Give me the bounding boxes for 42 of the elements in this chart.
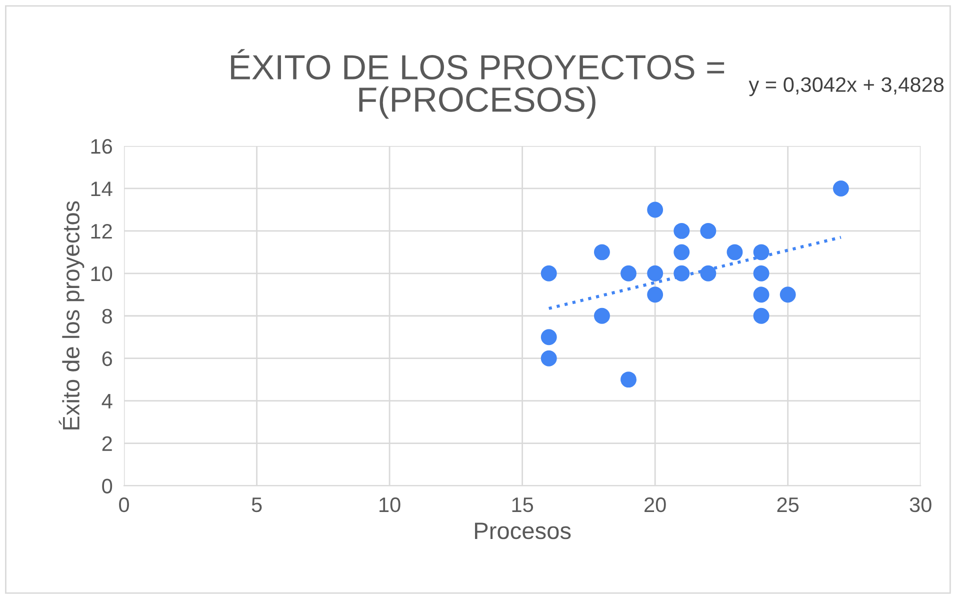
x-tick-label: 30 xyxy=(910,497,932,512)
point xyxy=(674,265,690,282)
point xyxy=(594,244,610,260)
x-axis-title: Procesos xyxy=(475,522,571,540)
y-tick-label: 14 xyxy=(91,182,112,196)
x-tick-label: 5 xyxy=(252,498,262,512)
point xyxy=(647,286,664,303)
point xyxy=(647,202,664,218)
point xyxy=(647,265,664,282)
y-tick-label: 12 xyxy=(91,224,112,238)
x-tick-label: 15 xyxy=(512,498,534,512)
x-tick-label: 0 xyxy=(119,497,129,512)
point xyxy=(540,265,557,282)
point xyxy=(780,286,796,303)
point xyxy=(753,308,770,324)
point xyxy=(753,265,770,282)
y-tick-label: 2 xyxy=(102,436,112,451)
point xyxy=(620,265,637,282)
text: y = 0,3042x + 3,4828 xyxy=(748,77,944,96)
y-tick-label: 0 xyxy=(102,478,112,494)
point xyxy=(753,286,770,303)
point xyxy=(620,372,637,388)
point xyxy=(540,329,557,346)
chart-title: ÉXITO DE LOS PROYECTOS = F(PROCESOS) xyxy=(231,49,724,119)
point xyxy=(700,265,716,282)
point xyxy=(674,222,690,239)
point xyxy=(540,350,557,366)
point xyxy=(832,180,849,196)
point xyxy=(674,244,690,260)
x-tick-label: 25 xyxy=(777,497,799,512)
y-tick-label: 4 xyxy=(102,394,112,408)
point xyxy=(700,222,716,239)
y-tick-label: 8 xyxy=(102,308,112,324)
point xyxy=(726,244,743,260)
y-axis-title: Éxito de los proyectos xyxy=(58,201,84,430)
point xyxy=(594,308,610,324)
x-tick-label: 20 xyxy=(644,497,666,512)
y-tick-label: 16 xyxy=(91,139,112,154)
y-tick-label: 10 xyxy=(91,266,112,282)
y-tick-label: 6 xyxy=(102,351,112,366)
x-tick-label: 10 xyxy=(380,497,400,512)
point xyxy=(753,244,770,260)
